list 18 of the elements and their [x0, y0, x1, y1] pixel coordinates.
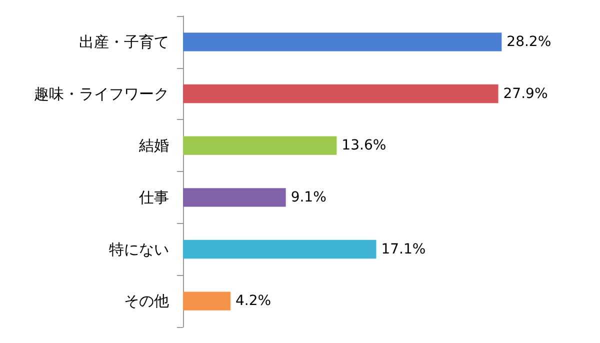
data-label: 17.1% [381, 241, 426, 258]
bar [183, 188, 286, 207]
y-tick-label: 出産・子育て [79, 32, 169, 51]
y-tick-label: その他 [124, 292, 169, 310]
y-tick-label: 特にない [109, 240, 169, 258]
data-label: 28.2% [506, 34, 552, 50]
bar [183, 240, 376, 259]
y-tick-label: 趣味・ライフワーク [34, 84, 169, 103]
bar [183, 136, 337, 155]
data-label: 13.6% [342, 138, 386, 154]
data-label: 4.2% [235, 293, 272, 310]
bar [183, 32, 502, 52]
bar [183, 84, 498, 104]
y-tick-label: 結婚 [138, 136, 169, 155]
bar [183, 292, 230, 310]
y-tick-label: 仕事 [138, 188, 169, 206]
data-label: 9.1% [290, 189, 326, 206]
data-label: 27.9% [503, 86, 548, 102]
